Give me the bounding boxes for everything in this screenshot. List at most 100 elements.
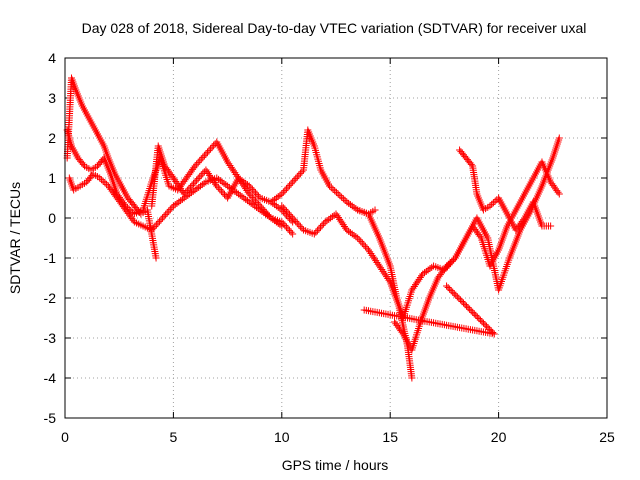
data-point	[338, 193, 346, 201]
data-point	[278, 190, 286, 198]
data-point	[348, 202, 356, 210]
data-point	[279, 188, 287, 196]
y-tick-label: -2	[44, 290, 57, 306]
data-point	[178, 195, 186, 203]
data-point	[331, 187, 339, 195]
data-point	[443, 282, 451, 290]
data-point	[220, 179, 228, 187]
data-point	[193, 160, 201, 168]
data-point	[236, 191, 244, 199]
data-point	[296, 223, 304, 231]
data-point	[148, 226, 156, 234]
data-point	[350, 203, 358, 211]
data-point	[470, 310, 478, 318]
data-point	[200, 179, 208, 187]
data-point	[197, 171, 205, 179]
data-point	[210, 141, 218, 149]
data-point	[247, 184, 255, 192]
data-point	[251, 189, 259, 197]
data-point	[325, 215, 333, 223]
data-point	[196, 173, 204, 181]
data-point	[219, 189, 227, 197]
data-point	[381, 271, 389, 279]
data-point	[202, 166, 210, 174]
data-point	[345, 227, 353, 235]
data-point	[159, 214, 167, 222]
data-point	[461, 301, 469, 309]
data-point	[254, 205, 262, 213]
x-tick-label: 5	[170, 429, 178, 445]
data-point	[269, 197, 277, 205]
data-point	[336, 192, 344, 200]
data-point	[408, 286, 416, 294]
data-point	[231, 169, 239, 177]
data-point	[228, 165, 236, 173]
data-point	[207, 145, 215, 153]
data-point	[166, 205, 174, 213]
data-point	[245, 182, 253, 190]
data-point	[173, 199, 181, 207]
y-tick-label: 4	[48, 50, 56, 66]
data-point	[284, 183, 292, 191]
data-point	[248, 185, 256, 193]
data-point	[173, 179, 181, 187]
data-point	[292, 175, 300, 183]
data-point	[253, 191, 261, 199]
data-point	[318, 221, 326, 229]
data-point	[243, 181, 251, 189]
data-point	[189, 187, 197, 195]
data-point	[282, 223, 290, 231]
data-point	[282, 207, 290, 215]
data-point	[450, 256, 458, 264]
data-point	[385, 276, 393, 284]
data-point	[469, 308, 477, 316]
y-tick-label: 1	[48, 170, 56, 186]
data-point	[428, 263, 436, 271]
data-point	[339, 221, 347, 229]
data-point	[216, 177, 224, 185]
data-point	[216, 185, 224, 193]
data-point	[352, 233, 360, 241]
data-point	[224, 182, 232, 190]
y-tick-label: 3	[48, 90, 56, 106]
data-point	[286, 181, 294, 189]
data-point	[99, 177, 107, 185]
data-point	[194, 159, 202, 167]
x-tick-label: 25	[599, 429, 615, 445]
data-point	[286, 211, 294, 219]
data-point	[193, 176, 201, 184]
data-point	[332, 210, 340, 218]
data-points	[63, 74, 563, 382]
y-tick-label: -4	[44, 370, 57, 386]
data-point	[408, 374, 416, 382]
data-point	[422, 267, 430, 275]
data-point	[157, 216, 165, 224]
data-point	[208, 143, 216, 151]
data-point	[215, 175, 223, 183]
data-point	[295, 171, 303, 179]
data-point	[247, 192, 255, 200]
data-point	[251, 202, 259, 210]
data-point	[245, 198, 253, 206]
data-point	[488, 200, 496, 208]
data-point	[366, 248, 374, 256]
plot-frame	[64, 57, 608, 419]
data-point	[290, 216, 298, 224]
data-point	[236, 175, 244, 183]
data-point	[242, 179, 250, 187]
data-point	[379, 267, 387, 275]
data-point	[490, 330, 498, 338]
data-point	[245, 190, 253, 198]
data-point	[182, 188, 190, 196]
data-point	[284, 225, 292, 233]
data-point	[191, 162, 199, 170]
data-point	[232, 170, 240, 178]
data-point	[479, 319, 487, 327]
data-point	[101, 179, 109, 187]
data-point	[350, 231, 358, 239]
data-point	[323, 217, 331, 225]
y-tick-label: 2	[48, 130, 56, 146]
data-point	[320, 220, 328, 228]
data-point	[418, 272, 426, 280]
